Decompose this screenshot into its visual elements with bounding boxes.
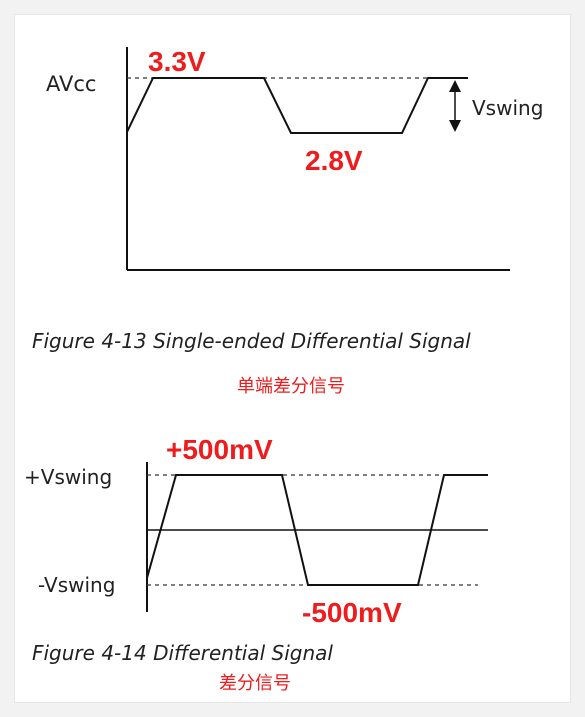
high-value-label-2: +500mV xyxy=(166,434,273,465)
low-value-label-2: -500mV xyxy=(302,597,402,628)
differential-waveform-positive xyxy=(146,474,488,586)
figure-4-14-caption-cn: 差分信号 xyxy=(219,673,291,694)
low-value-label: 2.8V xyxy=(305,145,363,176)
figure-4-13: AVcc Vswing 3.3V 2.8V Figure 4-13 Single… xyxy=(32,46,543,397)
figure-4-13-caption: Figure 4-13 Single-ended Differential Si… xyxy=(32,329,471,353)
figure-card xyxy=(14,14,571,703)
single-ended-waveform xyxy=(126,77,468,134)
pos-swing-label: +Vswing xyxy=(24,465,112,489)
figure-4-14-caption: Figure 4-14 Differential Signal xyxy=(32,641,333,665)
avcc-label: AVcc xyxy=(46,72,96,96)
high-value-label: 3.3V xyxy=(148,46,206,77)
figure-4-13-caption-cn: 单端差分信号 xyxy=(237,376,345,397)
figure-4-14: +Vswing -Vswing +500mV -500mV Figure 4-1… xyxy=(24,434,488,694)
swing-label: Vswing xyxy=(472,96,543,120)
neg-swing-label: -Vswing xyxy=(38,573,115,597)
